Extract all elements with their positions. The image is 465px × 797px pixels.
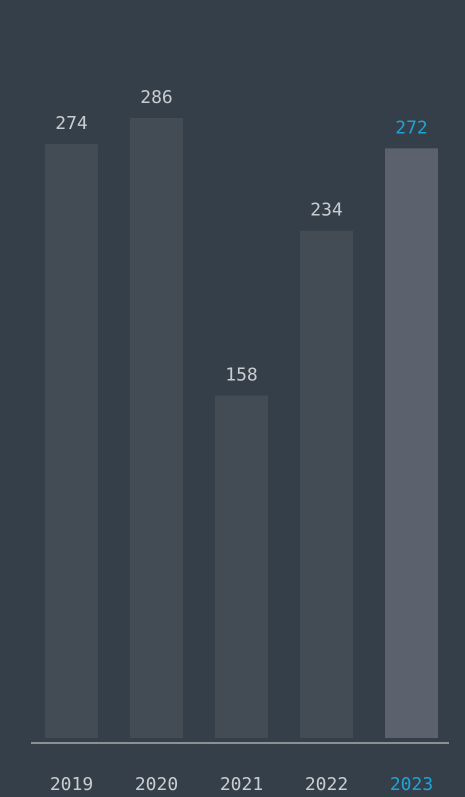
bar (130, 118, 183, 738)
x-tick-label: 2022 (305, 774, 348, 795)
bar (300, 230, 353, 738)
bar (45, 144, 98, 739)
value-label: 272 (395, 117, 428, 138)
value-label: 286 (140, 87, 173, 108)
bar (385, 148, 438, 738)
x-tick-label: 2023 (390, 774, 433, 795)
x-tick-label: 2019 (50, 774, 93, 795)
bar (215, 395, 268, 738)
value-label: 158 (225, 364, 258, 385)
value-label: 234 (310, 200, 343, 221)
x-tick-label: 2021 (220, 774, 263, 795)
value-label: 274 (55, 113, 88, 134)
x-tick-label: 2020 (135, 774, 178, 795)
